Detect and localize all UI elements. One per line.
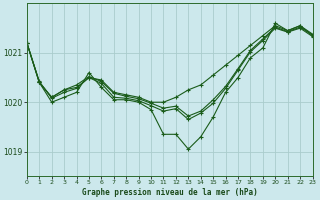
X-axis label: Graphe pression niveau de la mer (hPa): Graphe pression niveau de la mer (hPa) [82,188,258,197]
